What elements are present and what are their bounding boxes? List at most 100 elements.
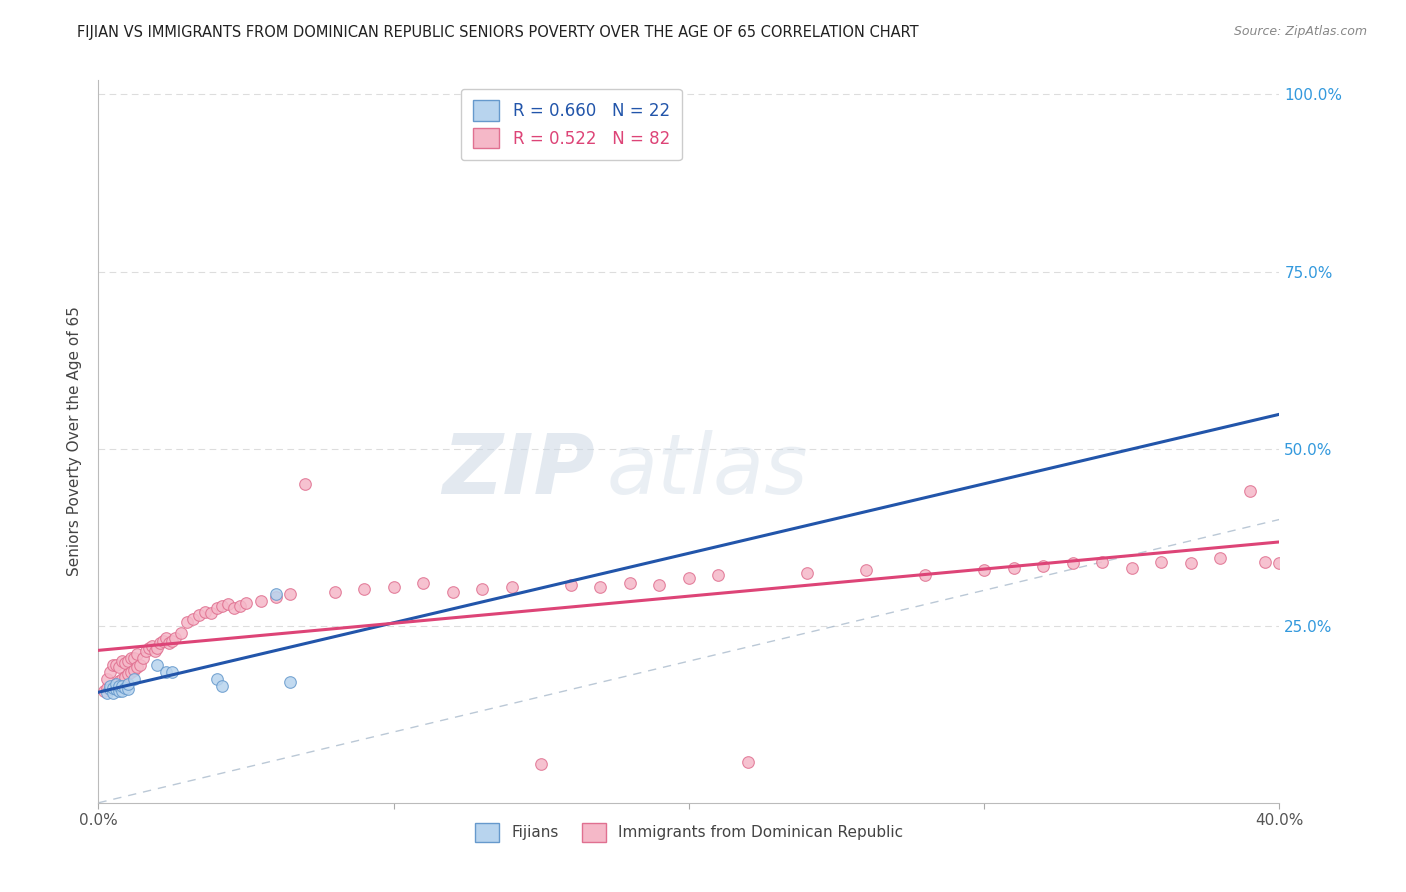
Point bbox=[105, 677, 128, 691]
Point bbox=[120, 650, 142, 665]
Point bbox=[114, 670, 136, 684]
Point bbox=[194, 605, 217, 619]
Point bbox=[152, 634, 174, 648]
Point bbox=[114, 681, 136, 695]
Point bbox=[187, 608, 209, 623]
Point bbox=[108, 673, 131, 688]
Point bbox=[111, 672, 134, 686]
Point bbox=[93, 684, 115, 698]
Point bbox=[914, 567, 936, 582]
Point bbox=[1091, 555, 1114, 569]
Text: atlas: atlas bbox=[606, 430, 808, 511]
Text: Source: ZipAtlas.com: Source: ZipAtlas.com bbox=[1233, 25, 1367, 38]
Point bbox=[973, 564, 995, 578]
Point bbox=[98, 679, 121, 693]
Point bbox=[125, 660, 148, 674]
Point bbox=[280, 675, 302, 690]
Point bbox=[146, 641, 169, 656]
Point bbox=[117, 666, 139, 681]
Point bbox=[105, 657, 128, 672]
Point bbox=[122, 650, 145, 665]
Point bbox=[141, 639, 163, 653]
Point bbox=[205, 601, 228, 615]
Point bbox=[1150, 555, 1173, 569]
Text: FIJIAN VS IMMIGRANTS FROM DOMINICAN REPUBLIC SENIORS POVERTY OVER THE AGE OF 65 : FIJIAN VS IMMIGRANTS FROM DOMINICAN REPU… bbox=[77, 25, 920, 40]
Point bbox=[128, 657, 150, 672]
Point bbox=[229, 599, 252, 613]
Point bbox=[1121, 560, 1143, 574]
Point bbox=[648, 577, 671, 591]
Point bbox=[132, 650, 155, 665]
Point bbox=[323, 584, 346, 599]
Point bbox=[103, 681, 125, 695]
Point bbox=[737, 755, 759, 769]
Point bbox=[155, 632, 177, 646]
Point bbox=[217, 598, 239, 612]
Point bbox=[176, 615, 198, 630]
Point bbox=[105, 677, 128, 691]
Point bbox=[98, 665, 121, 679]
Point bbox=[157, 636, 180, 650]
Point bbox=[294, 477, 316, 491]
Point bbox=[1254, 555, 1277, 569]
Y-axis label: Seniors Poverty Over the Age of 65: Seniors Poverty Over the Age of 65 bbox=[67, 307, 83, 576]
Point bbox=[678, 570, 700, 584]
Point bbox=[619, 576, 641, 591]
Point bbox=[211, 679, 233, 693]
Point bbox=[1002, 560, 1025, 574]
Point bbox=[111, 684, 134, 698]
Point bbox=[235, 596, 257, 610]
Point bbox=[111, 654, 134, 668]
Point bbox=[114, 656, 136, 670]
Point bbox=[96, 681, 118, 695]
Point bbox=[122, 663, 145, 677]
Point bbox=[98, 682, 121, 697]
Point bbox=[205, 672, 228, 686]
Point bbox=[117, 677, 139, 691]
Point bbox=[382, 580, 405, 594]
Point bbox=[117, 682, 139, 697]
Point bbox=[1239, 484, 1261, 499]
Point bbox=[855, 564, 877, 578]
Point bbox=[125, 647, 148, 661]
Point bbox=[96, 672, 118, 686]
Point bbox=[1268, 557, 1291, 571]
Point bbox=[501, 580, 523, 594]
Point bbox=[1180, 557, 1202, 571]
Point bbox=[155, 665, 177, 679]
Point bbox=[165, 632, 187, 646]
Point bbox=[224, 601, 246, 615]
Point bbox=[162, 634, 183, 648]
Point bbox=[264, 587, 287, 601]
Point bbox=[108, 660, 131, 674]
Point bbox=[560, 577, 582, 591]
Point bbox=[589, 580, 612, 594]
Point bbox=[135, 643, 157, 657]
Text: ZIP: ZIP bbox=[441, 430, 595, 511]
Point bbox=[105, 682, 128, 697]
Point bbox=[264, 591, 287, 605]
Point bbox=[412, 576, 434, 591]
Point bbox=[1032, 558, 1054, 573]
Point bbox=[181, 612, 204, 626]
Point bbox=[1062, 557, 1084, 571]
Point bbox=[471, 582, 494, 596]
Point bbox=[149, 636, 172, 650]
Legend: Fijians, Immigrants from Dominican Republic: Fijians, Immigrants from Dominican Repub… bbox=[467, 815, 911, 849]
Point bbox=[103, 679, 125, 693]
Point bbox=[98, 682, 121, 697]
Point bbox=[200, 606, 222, 620]
Point bbox=[138, 641, 160, 656]
Point bbox=[108, 679, 131, 693]
Point bbox=[280, 587, 302, 601]
Point bbox=[146, 657, 169, 672]
Point bbox=[111, 679, 134, 693]
Point bbox=[211, 599, 233, 613]
Point bbox=[96, 686, 118, 700]
Point bbox=[796, 566, 818, 580]
Point bbox=[103, 657, 125, 672]
Point bbox=[143, 643, 166, 657]
Point bbox=[162, 665, 183, 679]
Point bbox=[530, 756, 553, 771]
Point bbox=[108, 684, 131, 698]
